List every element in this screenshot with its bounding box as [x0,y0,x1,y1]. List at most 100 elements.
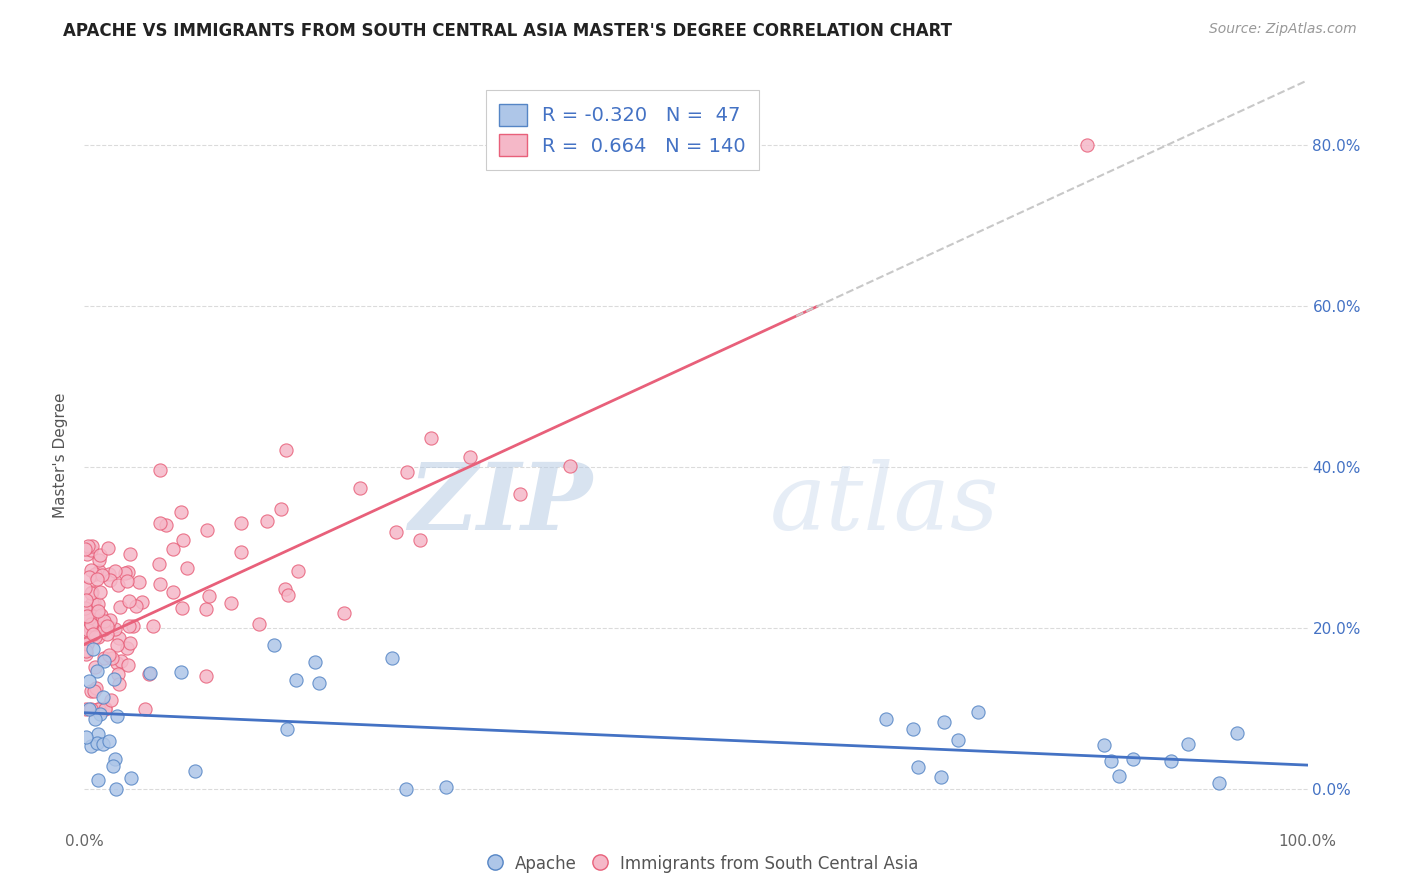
Point [77,615,100,629]
Point [117,658,139,673]
Point [103,672,125,686]
Point [75,643,97,657]
Point [270,502,292,516]
Point [560,458,582,473]
Point [1076,137,1098,152]
Point [1092,738,1115,752]
Point [79,702,101,716]
Point [120,547,142,561]
Point [80,539,103,553]
Point [1122,752,1144,766]
Point [131,595,153,609]
Point [333,607,356,621]
Point [73,581,96,595]
Point [96,619,118,633]
Point [170,665,193,680]
Point [117,566,139,580]
Point [80,610,103,624]
Point [86,604,108,618]
Point [1099,755,1122,769]
Point [96,627,118,641]
Point [932,715,955,730]
Point [82,595,104,609]
Point [82,641,104,656]
Point [1208,776,1230,790]
Point [91,737,114,751]
Point [120,635,142,649]
Point [93,650,115,665]
Point [79,701,101,715]
Point [87,630,110,644]
Point [105,708,128,723]
Point [101,651,124,665]
Point [434,780,457,794]
Point [94,702,117,716]
Point [83,712,105,726]
Point [256,514,278,528]
Point [1108,769,1130,783]
Point [110,654,132,668]
Point [90,607,112,622]
Point [76,547,98,561]
Point [105,638,128,652]
Point [97,541,120,555]
Point [219,596,242,610]
Point [80,585,103,599]
Point [1177,738,1199,752]
Point [172,533,194,547]
Point [966,706,988,720]
Point [149,516,172,530]
Point [120,772,142,786]
Point [87,597,110,611]
Point [73,628,96,642]
Point [276,723,298,737]
Point [149,577,172,591]
Point [170,505,193,519]
Point [107,667,129,681]
Point [93,622,115,636]
Point [162,542,184,557]
Point [89,707,111,722]
Point [172,601,194,615]
Point [77,673,100,688]
Point [83,660,105,674]
Point [89,564,111,578]
Point [75,592,97,607]
Point [231,516,253,530]
Point [103,622,125,636]
Point [79,620,101,634]
Point [381,650,404,665]
Point [458,450,481,464]
Point [946,733,969,747]
Point [197,523,219,537]
Point [98,613,121,627]
Text: atlas: atlas [769,458,998,549]
Point [86,665,108,679]
Point [114,566,136,580]
Point [194,602,217,616]
Point [79,602,101,616]
Legend: R = -0.320   N =  47, R =  0.664   N = 140: R = -0.320 N = 47, R = 0.664 N = 140 [485,90,759,169]
Point [84,630,107,644]
Point [75,602,97,616]
Point [284,673,307,688]
Point [76,539,98,553]
Point [118,618,141,632]
Point [80,683,103,698]
Point [82,627,104,641]
Point [308,675,330,690]
Point [107,578,129,592]
Point [1160,754,1182,768]
Point [75,647,97,661]
Point [183,764,205,778]
Point [75,643,97,657]
Point [89,614,111,628]
Point [138,667,160,681]
Point [108,677,131,691]
Point [73,600,96,615]
Point [90,568,112,582]
Point [93,654,115,668]
Point [198,590,221,604]
Point [86,736,108,750]
Point [134,702,156,716]
